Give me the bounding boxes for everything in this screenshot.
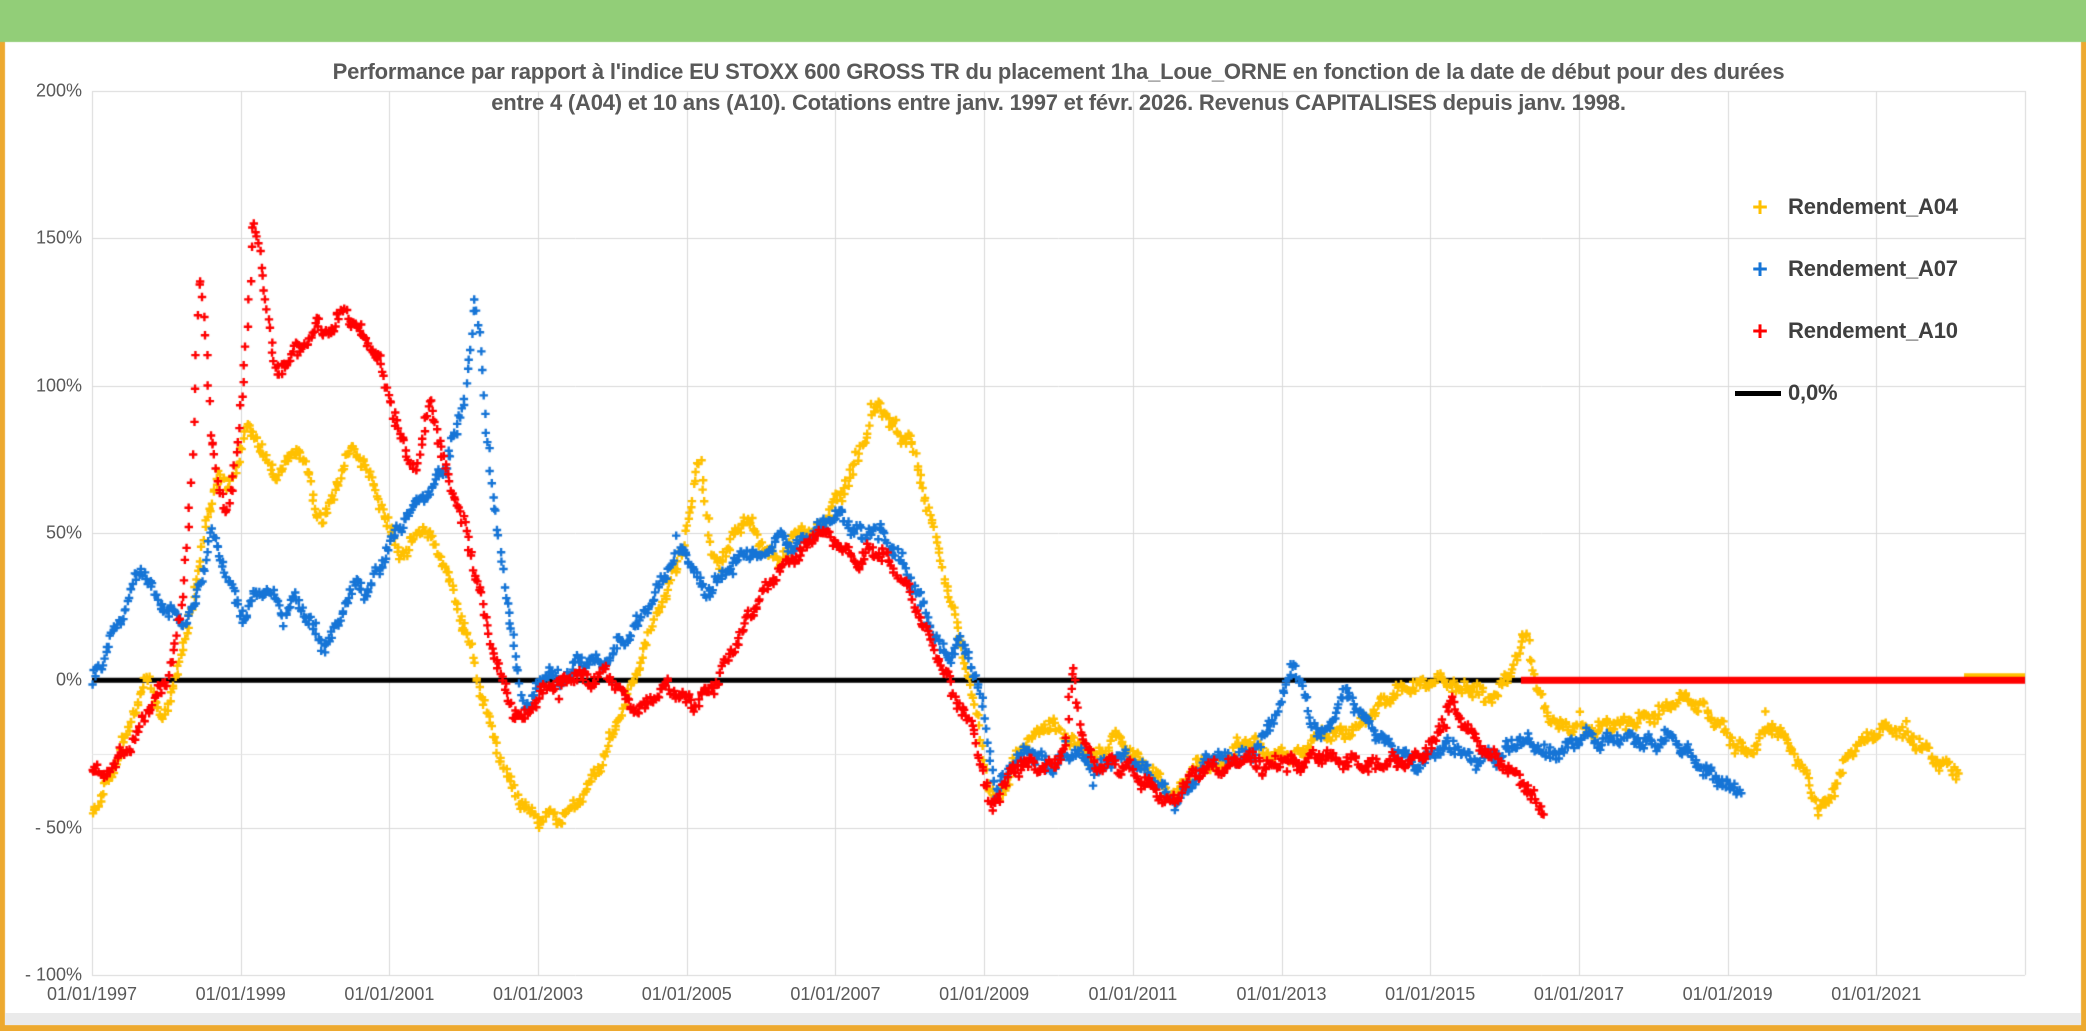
chart-title: Performance par rapport à l'indice EU ST…	[92, 56, 2025, 118]
x-tick-label: 01/01/2013	[1236, 984, 1327, 1004]
chart-title-line1: Performance par rapport à l'indice EU ST…	[332, 59, 1785, 84]
page-border-bottom	[0, 1025, 2086, 1031]
plus-marker-icon: +	[1752, 315, 1768, 346]
x-tick-label: 01/01/2001	[344, 984, 435, 1004]
y-tick-label: 50%	[45, 522, 82, 543]
chart-title-line2: entre 4 (A04) et 10 ans (A10). Cotations…	[491, 90, 1626, 115]
y-tick-label: 200%	[35, 80, 82, 101]
y-tick-label: - 50%	[34, 817, 82, 838]
x-tick-label: 01/01/2017	[1533, 984, 1624, 1004]
x-tick-label: 01/01/2007	[790, 984, 881, 1004]
x-tick-label: 01/01/2011	[1088, 984, 1178, 1004]
y-tick-label: 100%	[35, 375, 82, 396]
page-border-right	[2081, 42, 2086, 1031]
legend-label: Rendement_A04	[1788, 194, 1958, 219]
legend-label: Rendement_A10	[1788, 318, 1958, 343]
legend-item-rendement-a04[interactable]: + Rendement_A04	[1732, 176, 1958, 238]
x-tick-label: 01/01/2005	[641, 984, 732, 1004]
y-tick-label: - 100%	[24, 964, 82, 985]
y-tick-label: 150%	[35, 227, 82, 248]
legend-label: 0,0%	[1788, 380, 1838, 405]
bottom-strip	[5, 1013, 2081, 1025]
line-swatch-icon	[1735, 390, 1781, 396]
plus-marker-icon: +	[1752, 191, 1768, 222]
x-tick-label: 01/01/2019	[1682, 984, 1773, 1004]
x-tick-label: 01/01/2021	[1831, 984, 1922, 1004]
x-tick-label: 01/01/2015	[1385, 984, 1476, 1004]
x-tick-label: 01/01/2003	[493, 984, 584, 1004]
legend-item-rendement-a10[interactable]: + Rendement_A10	[1732, 300, 1958, 362]
x-tick-label: 01/01/1997	[46, 984, 138, 1004]
legend: + Rendement_A04 + Rendement_A07 + Rendement_A…	[1732, 176, 1958, 424]
y-tick-label: 0%	[55, 669, 82, 690]
x-tick-label: 01/01/1999	[195, 984, 286, 1004]
x-tick-label: 01/01/2009	[939, 984, 1030, 1004]
page-border-left	[0, 42, 5, 1031]
legend-item-rendement-a07[interactable]: + Rendement_A07	[1732, 238, 1958, 300]
plus-marker-icon: +	[1752, 253, 1768, 284]
legend-item-0-0-[interactable]: 0,0%	[1732, 362, 1958, 424]
legend-label: Rendement_A07	[1788, 256, 1958, 281]
